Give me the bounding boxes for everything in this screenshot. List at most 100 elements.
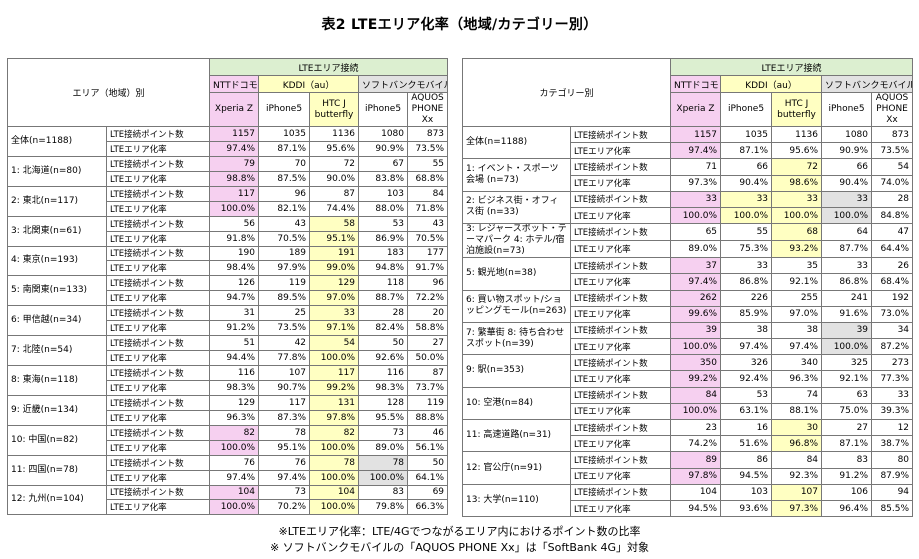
area-label: 3: レジャースポット・テーマパーク 4: ホテル/宿泊施設(n=73) (462, 223, 571, 259)
table-row: LTEエリア化率 96.3% 87.3% 97.8% 95.5% 88.8% (8, 409, 449, 426)
metric-label: LTE接続ポイント数 (569, 418, 672, 437)
point-count-cell: 12 (871, 418, 914, 437)
coverage-rate-cell: 73.5% (871, 142, 914, 160)
coverage-rate-cell: 100.0% (670, 402, 722, 421)
coverage-rate-cell: 51.6% (720, 435, 773, 453)
point-count-cell: 73 (358, 424, 409, 441)
coverage-rate-cell: 100.0% (720, 206, 773, 225)
metric-label: LTE接続ポイント数 (105, 424, 211, 441)
area-label: 1: イベント・スポーツ会場 (n=73) (462, 158, 571, 192)
point-count-cell: 117 (258, 394, 311, 411)
device-label: HTC J butterfly (771, 92, 823, 127)
carrier-docomo: NTTドコモ (670, 75, 722, 93)
coverage-rate-cell: 97.4% (670, 273, 722, 291)
table-row: LTEエリア化率 99.6% 85.9% 97.0% 91.6% 73.0% (463, 305, 914, 323)
point-count-cell: 104 (209, 484, 260, 501)
metric-label: LTE接続ポイント数 (105, 394, 211, 411)
coverage-rate-cell: 96.3% (771, 370, 823, 388)
metric-label: LTEエリア化率 (105, 290, 211, 307)
coverage-rate-cell: 73.5% (258, 320, 311, 337)
coverage-rate-cell: 85.9% (720, 305, 773, 323)
point-count-cell: 94 (871, 483, 914, 501)
point-count-cell: 33 (821, 257, 873, 275)
coverage-rate-cell: 100.0% (771, 206, 823, 225)
coverage-rate-cell: 87.7% (821, 240, 873, 259)
device-label: HTC J butterfly (309, 92, 360, 127)
metric-label: LTEエリア化率 (105, 439, 211, 456)
coverage-rate-cell: 89.0% (670, 240, 722, 259)
point-count-cell: 42 (258, 335, 311, 352)
point-count-cell: 1080 (358, 126, 409, 142)
table-row: 8: 東海(n=118) LTE接続ポイント数 116 107 117 116 87 (7, 365, 449, 396)
table-row: 11: 高速道路(n=31) LTE接続ポイント数 23 16 30 27 12 (462, 418, 914, 453)
point-count-cell: 25 (258, 305, 311, 322)
table-row: 9: 近畿(n=134) LTE接続ポイント数 129 117 131 128 119 (7, 394, 449, 426)
device-label: iPhone5 (358, 92, 409, 127)
point-count-cell: 66 (720, 158, 773, 176)
coverage-rate-cell: 88.8% (407, 409, 449, 426)
point-count-cell: 43 (258, 215, 311, 232)
table-row: 2: ビジネス街・オフィス街 (n=33) LTE接続ポイント数 33 33 33 33 2… (462, 190, 914, 225)
coverage-rate-cell: 100.0% (670, 206, 722, 225)
coverage-rate-cell: 72.2% (407, 290, 449, 307)
point-count-cell: 83 (821, 451, 873, 469)
point-count-cell: 107 (771, 483, 823, 501)
coverage-rate-cell: 90.0% (309, 170, 360, 187)
table-row: LTEエリア化率 94.5% 93.6% 97.3% 96.4% 85.5% (463, 499, 914, 518)
point-count-cell: 82 (309, 424, 360, 441)
metric-label: LTEエリア化率 (105, 320, 211, 337)
point-count-cell: 68 (771, 223, 823, 242)
point-count-cell: 119 (258, 275, 311, 292)
carrier-kddi: KDDI（au） (258, 75, 360, 93)
metric-label: LTEエリア化率 (569, 142, 672, 160)
coverage-rate-cell: 74.0% (871, 174, 914, 192)
point-count-cell: 50 (358, 335, 409, 352)
point-count-cell: 33 (309, 305, 360, 322)
point-count-cell: 192 (871, 289, 914, 307)
area-label: 11: 四国(n=78) (7, 454, 107, 486)
area-label: 9: 駅(n=353) (462, 354, 571, 388)
coverage-rate-cell: 71.8% (407, 200, 449, 217)
metric-label: LTE接続ポイント数 (569, 451, 672, 469)
metric-label: LTE接続ポイント数 (105, 275, 211, 292)
area-label: 6: 甲信越(n=34) (7, 305, 107, 337)
coverage-rate-cell: 75.0% (821, 402, 873, 421)
point-count-cell: 83 (358, 484, 409, 501)
point-count-cell: 51 (209, 335, 260, 352)
coverage-rate-cell: 87.2% (871, 338, 914, 356)
point-count-cell: 117 (209, 185, 260, 202)
table-row: LTEエリア化率 97.8% 94.5% 92.3% 91.2% 87.9% (463, 467, 914, 485)
metric-label: LTEエリア化率 (569, 174, 672, 192)
point-count-cell: 71 (670, 158, 722, 176)
table-row: LTEエリア化率 94.7% 89.5% 97.0% 88.7% 72.2% (8, 290, 449, 307)
table-row: LTEエリア化率 97.3% 90.4% 98.6% 90.4% 74.0% (463, 174, 914, 192)
point-count-cell: 43 (407, 215, 449, 232)
point-count-cell: 78 (309, 454, 360, 471)
area-label: 2: 東北(n=117) (7, 185, 107, 217)
area-label: 7: 北陸(n=54) (7, 335, 107, 366)
metric-label: LTE接続ポイント数 (105, 126, 211, 142)
metric-label: LTEエリア化率 (105, 170, 211, 187)
point-count-cell: 116 (358, 365, 409, 381)
point-count-cell: 1157 (209, 126, 260, 142)
point-count-cell: 96 (258, 185, 311, 202)
table-row: LTEエリア化率 89.0% 75.3% 93.2% 87.7% 64.4% (463, 240, 914, 259)
metric-label: LTEエリア化率 (105, 409, 211, 426)
metric-label: LTE接続ポイント数 (105, 155, 211, 172)
point-count-cell: 80 (871, 451, 914, 469)
point-count-cell: 72 (771, 158, 823, 176)
metric-label: LTEエリア化率 (105, 140, 211, 157)
table-row: 3: 北関東(n=61) LTE接続ポイント数 56 43 58 53 43 (7, 215, 449, 247)
coverage-rate-cell: 56.1% (407, 439, 449, 456)
table-row: LTEエリア化率 100.0% 82.1% 74.4% 88.0% 71.8% (8, 200, 449, 217)
point-count-cell: 79 (209, 155, 260, 172)
coverage-rate-cell: 73.7% (407, 379, 449, 396)
table-row: LTEエリア化率 98.4% 97.9% 99.0% 94.8% 91.7% (8, 260, 449, 277)
coverage-rate-cell: 77.3% (871, 370, 914, 388)
point-count-cell: 1136 (309, 126, 360, 142)
point-count-cell: 117 (309, 365, 360, 381)
coverage-rate-cell: 91.2% (209, 320, 260, 337)
table-row: 12: 九州(n=104) LTE接続ポイント数 104 73 104 83 69 (7, 484, 449, 516)
point-count-cell: 16 (720, 418, 773, 437)
coverage-rate-cell: 98.8% (209, 170, 260, 187)
